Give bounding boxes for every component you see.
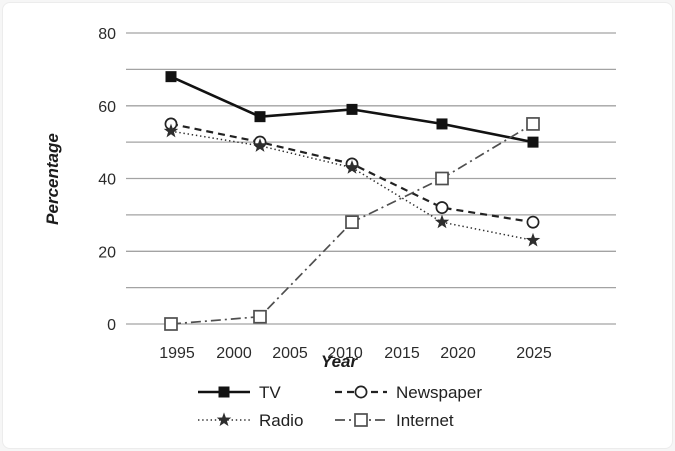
radio-filled-star-marker: [163, 123, 179, 138]
x-axis-title: Year: [321, 352, 359, 371]
y-tick-label: 60: [98, 99, 116, 116]
internet-open-square-marker: [345, 215, 359, 229]
tv-filled-square-marker: [527, 136, 539, 148]
x-tick-label: 2000: [216, 345, 252, 362]
x-tick-label: 2010: [327, 345, 363, 362]
tv-filled-square-marker: [346, 103, 358, 115]
series-layer: [163, 71, 541, 331]
tv-filled-square-marker: [436, 118, 448, 130]
legend-item-radio: Radio: [198, 411, 303, 430]
radio-legend-filled-star-marker: [216, 412, 232, 427]
line-chart-canvas: 0 20 40 60 80 1995 2000 2005 2010 2015 2020 2025 Y…: [43, 26, 616, 430]
internet-open-square-marker: [435, 171, 449, 186]
x-tick-label: 2005: [272, 345, 308, 362]
tv-legend-filled-square-marker: [218, 386, 230, 398]
legend-label: Radio: [259, 411, 303, 430]
legend-item-tv: TV: [198, 383, 281, 402]
radio-filled-star-marker: [525, 232, 541, 247]
radio-filled-star-marker: [344, 159, 360, 174]
internet-open-square-marker: [253, 309, 267, 324]
legend-label: Newspaper: [396, 383, 482, 402]
legend-item-newspaper: Newspaper: [335, 383, 482, 402]
y-tick-label: 80: [98, 26, 116, 43]
x-tick-label: 2025: [516, 345, 552, 362]
newspaper-open-circle-marker: [526, 215, 540, 229]
y-axis-tick-labels: 0 20 40 60 80: [98, 26, 116, 334]
y-tick-label: 0: [107, 317, 116, 334]
newspaper-open-circle-marker: [435, 201, 449, 215]
chart-legend: TV Newspaper Radio Internet: [198, 383, 482, 430]
x-tick-label: 1995: [159, 345, 195, 362]
legend-item-internet: Internet: [335, 411, 454, 430]
radio-filled-star-marker: [252, 138, 268, 152]
newspaper-line: [170, 122, 534, 224]
newspaper-legend-open-circle-marker: [354, 385, 368, 399]
y-tick-label: 20: [98, 244, 116, 261]
x-tick-label: 2020: [440, 345, 476, 362]
legend-label: Internet: [396, 411, 454, 430]
y-axis-title: Percentage: [43, 133, 62, 225]
legend-label: TV: [259, 383, 281, 402]
y-tick-label: 40: [98, 172, 116, 189]
tv-filled-square-marker: [165, 71, 177, 83]
x-axis-tick-labels: 1995 2000 2005 2010 2015 2020 2025: [159, 345, 552, 362]
internet-open-square-marker: [164, 317, 178, 331]
radio-line: [170, 130, 534, 242]
radio-filled-star-marker: [434, 214, 450, 229]
tv-filled-square-marker: [254, 111, 266, 123]
x-tick-label: 2015: [384, 345, 420, 362]
internet-legend-open-square-marker: [354, 413, 368, 427]
internet-open-square-marker: [526, 117, 540, 131]
